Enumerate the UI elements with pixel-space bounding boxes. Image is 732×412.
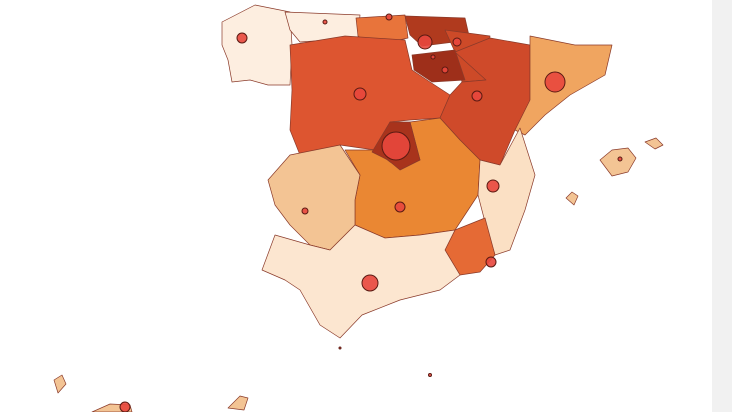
regions (53, 4, 664, 412)
region (289, 35, 451, 156)
region (227, 395, 249, 411)
bubble (452, 37, 462, 47)
region (411, 49, 466, 83)
region (53, 374, 67, 394)
bubble (385, 13, 393, 21)
region (221, 4, 293, 86)
bubble (381, 131, 411, 161)
region (261, 224, 461, 339)
bubble (417, 34, 433, 50)
scrollbar (712, 0, 732, 412)
bubble (428, 373, 432, 377)
bubble (617, 156, 623, 162)
bubble (361, 274, 379, 292)
bubble (322, 19, 328, 25)
bubble (338, 346, 342, 350)
region (644, 137, 664, 150)
region (599, 147, 637, 177)
bubble (236, 32, 248, 44)
bubble (441, 66, 449, 74)
bubble (394, 201, 406, 213)
bubble (430, 54, 436, 60)
bubble (486, 179, 500, 193)
bubble (301, 207, 309, 215)
bubble (353, 87, 367, 101)
bubble (119, 401, 131, 412)
bubble (471, 90, 483, 102)
region (477, 127, 536, 256)
bubble (485, 256, 497, 268)
region (565, 191, 579, 206)
bubbles (119, 13, 623, 412)
bubble (544, 71, 566, 93)
